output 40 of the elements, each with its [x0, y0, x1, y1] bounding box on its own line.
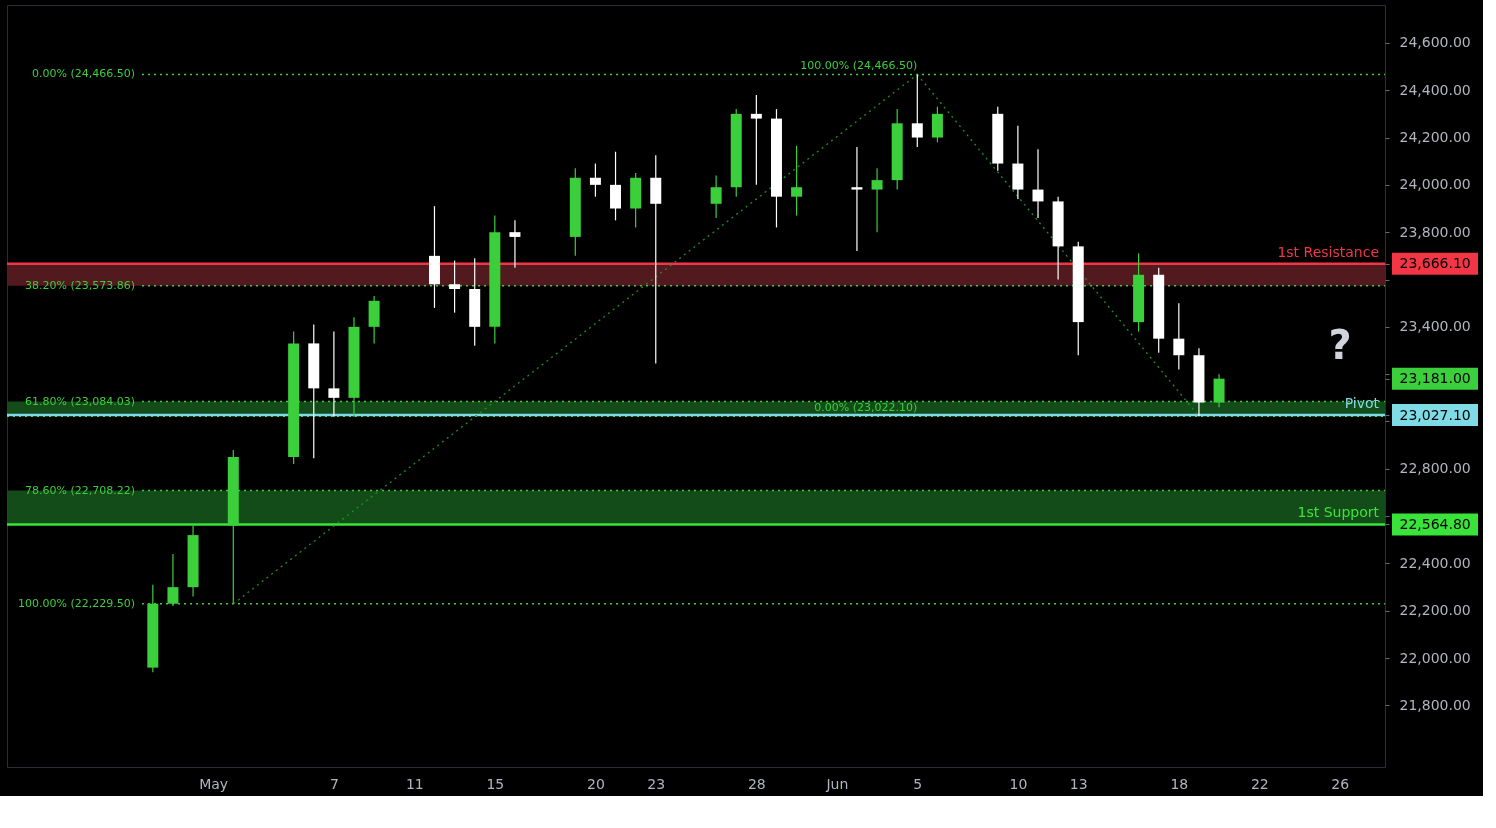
ref-line-label: Pivot	[1344, 395, 1380, 412]
y-tick-label: 23,400.00	[1399, 318, 1471, 335]
ref-line-label: 61.80% (23,084.03)	[24, 394, 135, 408]
ref-line-label: 1st Support	[1297, 504, 1380, 521]
ref-line-label: 38.20% (23,573.86)	[24, 278, 135, 292]
y-tick-label: 22,800.00	[1399, 460, 1471, 477]
x-tick-label: 15	[486, 775, 505, 792]
x-tick-label: 26	[1331, 775, 1350, 792]
y-tick-label: 22,200.00	[1399, 602, 1471, 619]
x-tick-label: 11	[405, 775, 424, 792]
annotation: 0.00% (23,022.10)	[814, 401, 918, 415]
y-tick-label: 24,400.00	[1399, 81, 1471, 98]
x-tick-label: 22	[1250, 775, 1269, 792]
x-tick-label: 5	[913, 775, 923, 792]
annotation: ?	[1328, 322, 1352, 368]
ref-line-label: 1st Resistance	[1277, 243, 1379, 260]
y-tick-label: 22,564.80	[1399, 515, 1471, 532]
x-tick-label: 20	[587, 775, 605, 792]
y-tick-label: 21,800.00	[1399, 696, 1471, 713]
ref-line-label: 100.00% (22,229.50)	[17, 596, 135, 610]
ref-line-label: 0.00% (24,466.50)	[31, 67, 135, 81]
x-tick-label: 18	[1170, 775, 1189, 792]
ref-line-label: 78.60% (22,708.22)	[24, 483, 135, 497]
y-tick-label: 23,181.00	[1399, 370, 1471, 387]
y-tick-label: 24,600.00	[1399, 34, 1471, 51]
y-tick-label: 22,000.00	[1399, 649, 1471, 666]
y-tick-label: 23,800.00	[1399, 223, 1471, 240]
x-tick-label: Jun	[825, 775, 849, 792]
y-tick-label: 24,000.00	[1399, 176, 1471, 193]
y-tick-label: 23,666.10	[1399, 255, 1471, 272]
x-tick-label: 7	[329, 775, 339, 792]
x-tick-label: May	[199, 775, 229, 792]
x-tick-label: 23	[647, 775, 666, 792]
x-tick-label: 28	[747, 775, 766, 792]
y-tick-label: 24,200.00	[1399, 129, 1471, 146]
y-tick-label: 23,027.10	[1399, 406, 1471, 423]
y-tick-label: 22,400.00	[1399, 554, 1471, 571]
x-tick-label: 13	[1069, 775, 1088, 792]
x-tick-label: 10	[1009, 775, 1028, 792]
annotation: 100.00% (24,466.50)	[800, 59, 918, 73]
